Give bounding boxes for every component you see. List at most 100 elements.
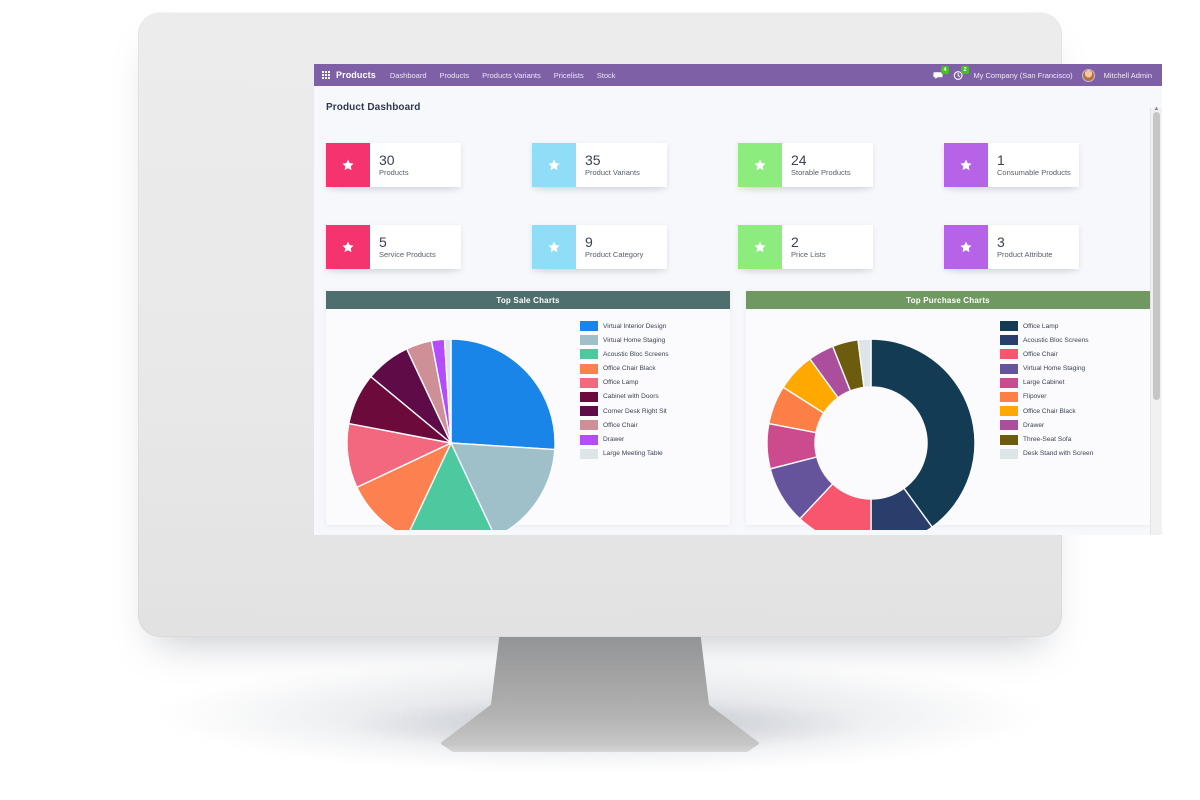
kpi-label: Storable Products	[791, 167, 851, 177]
chart-card: Top Purchase Charts Office Lamp Acoustic B…	[746, 291, 1150, 530]
kpi-icon	[738, 143, 782, 187]
clock-icon	[954, 70, 963, 80]
pie-chart-svg	[766, 338, 976, 530]
chart-figure	[326, 315, 576, 530]
pie-slice[interactable]	[450, 338, 556, 451]
avatar[interactable]	[1081, 68, 1095, 82]
legend-item[interactable]: Corner Desk Right Sit	[580, 406, 669, 417]
scrollbar-thumb[interactable]	[1153, 112, 1160, 400]
menu-item-products-variants[interactable]: Products Variants	[482, 70, 541, 80]
legend-label: Virtual Home Staging	[603, 336, 666, 344]
pie-slice[interactable]	[355, 441, 453, 530]
legend-item[interactable]: Drawer	[580, 434, 669, 445]
kpi-value: 9	[585, 233, 593, 250]
legend-swatch	[580, 406, 598, 417]
chart-legend: Virtual Interior Design Virtual Home Stag…	[576, 315, 669, 459]
kpi-body: 3 Product Attribute	[988, 225, 1079, 269]
legend-item[interactable]: Acoustic Bloc Screens	[580, 349, 669, 360]
pie-slice[interactable]	[870, 487, 934, 530]
kpi-body: 9 Product Category	[576, 225, 667, 269]
legend-label: Office Chair	[603, 421, 638, 429]
legend-label: Virtual Home Staging	[1023, 365, 1086, 373]
pie-slice[interactable]	[870, 338, 976, 529]
legend-swatch	[1000, 377, 1018, 388]
apps-grid-icon[interactable]	[322, 71, 330, 79]
messages-button[interactable]: 4	[933, 65, 949, 81]
legend-item[interactable]: Office Chair Black	[580, 363, 669, 374]
legend-swatch	[1000, 321, 1018, 331]
chart-title-bar: Top Purchase Charts	[746, 291, 1150, 309]
star-icon	[342, 159, 354, 171]
kpi-icon	[326, 143, 370, 187]
activities-badge: 2	[961, 65, 969, 74]
legend-label: Office Lamp	[1023, 322, 1059, 330]
legend-item[interactable]: Office Lamp	[580, 377, 669, 388]
legend-label: Flipover	[1023, 393, 1047, 401]
kpi-value: 35	[585, 151, 601, 168]
kpi-card[interactable]: 9 Product Category	[532, 225, 667, 269]
topbar-right: 4 2 My Company (San Francisco) Mitchell …	[933, 65, 1154, 82]
legend-swatch	[580, 363, 598, 374]
legend-label: Office Chair Black	[1023, 407, 1076, 415]
legend-swatch	[1000, 420, 1018, 431]
legend-item[interactable]: Drawer	[1000, 420, 1093, 431]
legend-swatch	[580, 448, 598, 459]
kpi-card[interactable]: 3 Product Attribute	[944, 225, 1079, 269]
user-menu[interactable]: Mitchell Admin	[1103, 70, 1152, 80]
menu-item-pricelists[interactable]: Pricelists	[553, 70, 584, 80]
kpi-body: 2 Price Lists	[782, 225, 873, 269]
menu-item-stock[interactable]: Stock	[596, 70, 616, 80]
app-brand[interactable]: Products	[336, 70, 376, 80]
kpi-label: Products	[379, 167, 409, 177]
kpi-card[interactable]: 35 Product Variants	[532, 143, 667, 187]
legend-item[interactable]: Large Meeting Table	[580, 448, 669, 459]
activities-button[interactable]: 2	[953, 65, 969, 81]
star-icon	[548, 241, 560, 253]
legend-item[interactable]: Office Chair	[580, 420, 669, 431]
kpi-card[interactable]: 2 Price Lists	[738, 225, 873, 269]
legend-label: Office Chair	[1023, 350, 1058, 358]
company-selector[interactable]: My Company (San Francisco)	[973, 70, 1073, 80]
legend-item[interactable]: Office Chair	[1000, 349, 1093, 360]
legend-label: Office Chair Black	[603, 365, 656, 373]
content-scrollbar[interactable]: ▲ ▼	[1150, 106, 1162, 535]
star-icon	[754, 159, 766, 171]
menu-item-products[interactable]: Products	[439, 70, 470, 80]
chart-title: Top Sale Charts	[496, 295, 560, 305]
kpi-value: 2	[791, 233, 799, 250]
kpi-label: Price Lists	[791, 249, 826, 259]
pie-slice[interactable]	[407, 441, 496, 530]
pie-slice[interactable]	[443, 338, 452, 444]
kpi-icon	[326, 225, 370, 269]
kpi-body: 1 Consumable Products	[988, 143, 1079, 187]
kpi-card[interactable]: 1 Consumable Products	[944, 143, 1079, 187]
pie-slice[interactable]	[449, 442, 556, 530]
kpi-card[interactable]: 30 Products	[326, 143, 461, 187]
kpi-label: Service Products	[379, 249, 436, 259]
kpi-value: 1	[997, 151, 1005, 168]
legend-item[interactable]: Large Cabinet	[1000, 377, 1093, 388]
chart-body: Virtual Interior Design Virtual Home Stag…	[326, 309, 730, 530]
legend-item[interactable]: Office Chair Black	[1000, 406, 1093, 417]
legend-item[interactable]: Virtual Interior Design	[580, 321, 669, 331]
legend-item[interactable]: Flipover	[1000, 391, 1093, 402]
legend-item[interactable]: Virtual Home Staging	[1000, 363, 1093, 374]
legend-item[interactable]: Virtual Home Staging	[580, 335, 669, 346]
kpi-icon	[532, 143, 576, 187]
kpi-card[interactable]: 24 Storable Products	[738, 143, 873, 187]
legend-swatch	[1000, 406, 1018, 417]
kpi-label: Product Variants	[585, 167, 640, 177]
kpi-icon	[944, 225, 988, 269]
legend-item[interactable]: Cabinet with Doors	[580, 391, 669, 402]
legend-item[interactable]: Three-Seat Sofa	[1000, 434, 1093, 445]
kpi-body: 24 Storable Products	[782, 143, 873, 187]
kpi-card[interactable]: 5 Service Products	[326, 225, 461, 269]
legend-item[interactable]: Office Lamp	[1000, 321, 1093, 331]
menu-item-dashboard[interactable]: Dashboard	[389, 70, 427, 80]
legend-item[interactable]: Acoustic Bloc Screens	[1000, 335, 1093, 346]
chart-legend: Office Lamp Acoustic Bloc Screens Office C…	[996, 315, 1093, 459]
pie-slice[interactable]	[857, 338, 872, 389]
scroll-up-arrow[interactable]: ▲	[1153, 106, 1160, 112]
legend-item[interactable]: Desk Stand with Screen	[1000, 448, 1093, 459]
kpi-body: 35 Product Variants	[576, 143, 667, 187]
